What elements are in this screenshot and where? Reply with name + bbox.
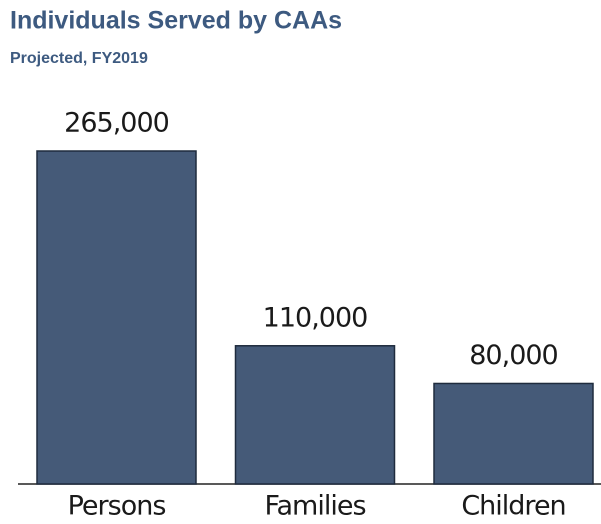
chart-title: Individuals Served by CAAs bbox=[10, 7, 342, 35]
x-tick-label: Persons bbox=[68, 491, 166, 522]
chart-subtitle: Projected, FY2019 bbox=[10, 50, 148, 67]
value-label: 265,000 bbox=[64, 108, 169, 139]
value-label: 80,000 bbox=[469, 340, 557, 371]
bar bbox=[36, 150, 197, 485]
bar bbox=[234, 345, 396, 485]
x-tick-label: Families bbox=[264, 491, 365, 522]
value-label: 110,000 bbox=[263, 302, 368, 333]
x-tick-label: Children bbox=[461, 491, 565, 522]
bar bbox=[433, 382, 594, 485]
